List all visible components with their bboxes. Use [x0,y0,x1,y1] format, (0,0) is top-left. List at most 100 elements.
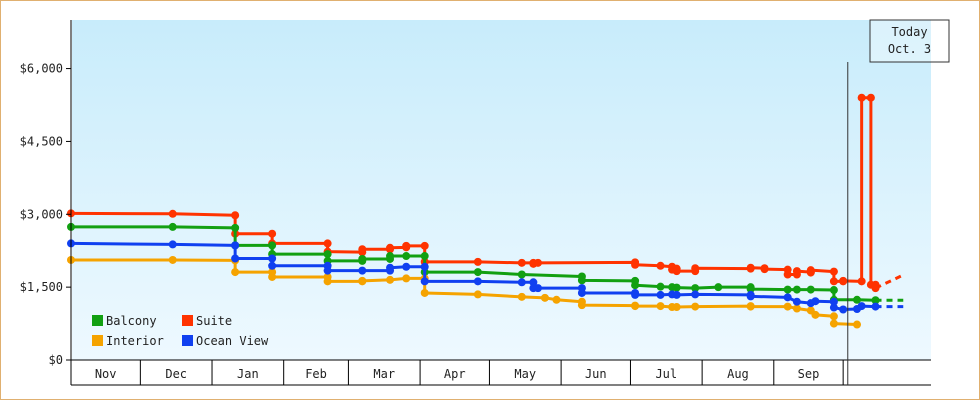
point-ocean-view[interactable] [746,292,755,301]
point-balcony[interactable] [386,252,395,261]
point-interior[interactable] [323,277,332,286]
point-ocean-view[interactable] [783,293,792,302]
point-interior[interactable] [631,302,640,311]
point-ocean-view[interactable] [672,290,681,299]
point-balcony[interactable] [691,284,700,293]
point-suite[interactable] [168,209,177,218]
point-balcony[interactable] [402,252,411,261]
point-balcony[interactable] [783,285,792,294]
point-interior[interactable] [656,302,665,311]
point-ocean-view[interactable] [358,266,367,275]
point-suite[interactable] [792,267,801,276]
point-ocean-view[interactable] [871,302,880,311]
point-suite[interactable] [857,93,866,102]
point-ocean-view[interactable] [168,240,177,249]
point-balcony[interactable] [473,268,482,277]
point-balcony[interactable] [714,283,723,292]
point-balcony[interactable] [792,285,801,294]
point-suite[interactable] [829,267,838,276]
point-balcony[interactable] [358,254,367,263]
point-balcony[interactable] [231,223,240,232]
point-ocean-view[interactable] [473,277,482,286]
point-interior[interactable] [231,268,240,277]
point-interior[interactable] [402,274,411,283]
point-interior[interactable] [811,310,820,319]
point-balcony[interactable] [323,250,332,259]
point-ocean-view[interactable] [857,302,866,311]
point-suite[interactable] [839,276,848,285]
point-interior[interactable] [473,290,482,299]
point-interior[interactable] [386,275,395,284]
point-suite[interactable] [358,245,367,254]
point-suite[interactable] [386,243,395,252]
point-suite[interactable] [533,258,542,267]
point-balcony[interactable] [829,286,838,295]
point-ocean-view[interactable] [839,305,848,314]
point-interior[interactable] [792,304,801,313]
point-ocean-view[interactable] [529,278,538,287]
point-balcony[interactable] [806,285,815,294]
point-ocean-view[interactable] [533,284,542,293]
point-suite[interactable] [857,277,866,286]
point-balcony[interactable] [420,252,429,261]
point-interior[interactable] [853,320,862,329]
point-suite[interactable] [656,261,665,270]
point-suite[interactable] [323,239,332,248]
point-balcony[interactable] [656,282,665,291]
point-suite[interactable] [402,241,411,250]
point-suite[interactable] [746,263,755,272]
point-interior[interactable] [672,303,681,312]
point-interior[interactable] [420,288,429,297]
point-balcony[interactable] [168,222,177,231]
point-ocean-view[interactable] [420,262,429,271]
point-ocean-view[interactable] [386,263,395,272]
point-ocean-view[interactable] [268,254,277,263]
point-interior[interactable] [552,295,561,304]
point-balcony[interactable] [871,296,880,305]
point-suite[interactable] [691,264,700,273]
point-balcony[interactable] [672,283,681,292]
point-ocean-view[interactable] [829,303,838,312]
point-interior[interactable] [517,292,526,301]
point-balcony[interactable] [631,281,640,290]
point-interior[interactable] [358,276,367,285]
point-ocean-view[interactable] [577,288,586,297]
point-suite[interactable] [231,211,240,220]
point-suite[interactable] [420,241,429,250]
point-interior[interactable] [829,312,838,321]
point-interior[interactable] [783,302,792,311]
point-ocean-view[interactable] [268,261,277,270]
point-balcony[interactable] [853,295,862,304]
point-ocean-view[interactable] [517,278,526,287]
point-interior[interactable] [268,272,277,281]
point-suite[interactable] [760,265,769,274]
point-balcony[interactable] [268,241,277,250]
point-interior[interactable] [540,293,549,302]
point-ocean-view[interactable] [323,266,332,275]
point-interior[interactable] [746,302,755,311]
point-ocean-view[interactable] [402,262,411,271]
point-ocean-view[interactable] [792,297,801,306]
point-suite[interactable] [268,229,277,238]
point-interior[interactable] [691,302,700,311]
point-interior[interactable] [168,255,177,264]
point-suite[interactable] [871,284,880,293]
point-suite[interactable] [866,93,875,102]
point-ocean-view[interactable] [811,297,820,306]
point-suite[interactable] [631,260,640,269]
point-suite[interactable] [473,257,482,266]
point-ocean-view[interactable] [231,241,240,250]
point-balcony[interactable] [517,270,526,279]
point-balcony[interactable] [746,285,755,294]
point-ocean-view[interactable] [231,254,240,263]
point-interior[interactable] [829,319,838,328]
point-ocean-view[interactable] [656,290,665,299]
point-suite[interactable] [806,266,815,275]
point-interior[interactable] [577,301,586,310]
point-suite[interactable] [829,277,838,286]
point-suite[interactable] [783,270,792,279]
point-ocean-view[interactable] [829,297,838,306]
point-ocean-view[interactable] [420,277,429,286]
point-balcony[interactable] [577,276,586,285]
point-suite[interactable] [672,267,681,276]
